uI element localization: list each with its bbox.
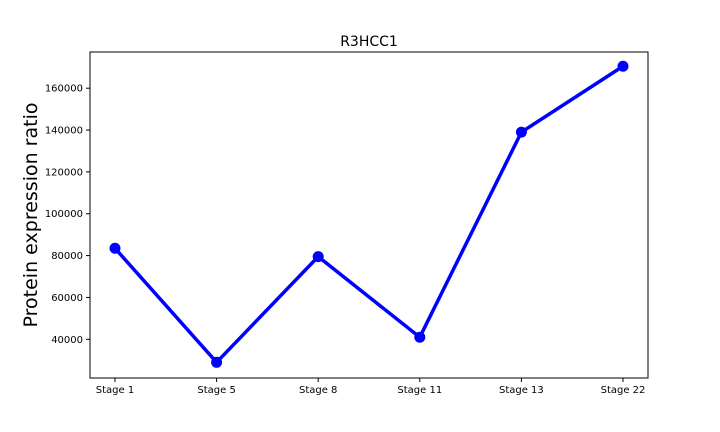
x-tick-label: Stage 11 (397, 385, 442, 396)
chart-title: R3HCC1 (340, 34, 398, 50)
y-tick-label: 60000 (51, 293, 83, 304)
series-layer (109, 60, 629, 368)
data-point (109, 242, 121, 254)
series-line (113, 64, 625, 365)
data-point (414, 331, 426, 343)
data-point (211, 356, 223, 368)
y-tick-label: 100000 (45, 209, 83, 220)
x-tick-label: Stage 1 (96, 385, 134, 396)
y-axis-ticks: 40000 60000 80000 100000 120000 140000 160000 (45, 84, 90, 346)
data-point (312, 251, 324, 263)
x-tick-label: Stage 22 (601, 385, 646, 396)
data-point (515, 126, 527, 138)
x-axis-ticks: Stage 1 Stage 5 Stage 8 Stage 11 Stage 13 Sta… (96, 378, 646, 396)
y-axis-label: Protein expression ratio (20, 103, 42, 328)
y-tick-label: 140000 (45, 126, 83, 137)
data-point (617, 60, 629, 72)
plot-area-frame (89, 51, 649, 379)
y-tick-label: 160000 (45, 84, 83, 95)
x-tick-label: Stage 8 (299, 385, 337, 396)
x-tick-label: Stage 13 (499, 385, 544, 396)
y-tick-label: 80000 (51, 251, 83, 262)
x-tick-label: Stage 5 (197, 385, 235, 396)
y-tick-label: 120000 (45, 167, 83, 178)
y-tick-label: 40000 (51, 335, 83, 346)
